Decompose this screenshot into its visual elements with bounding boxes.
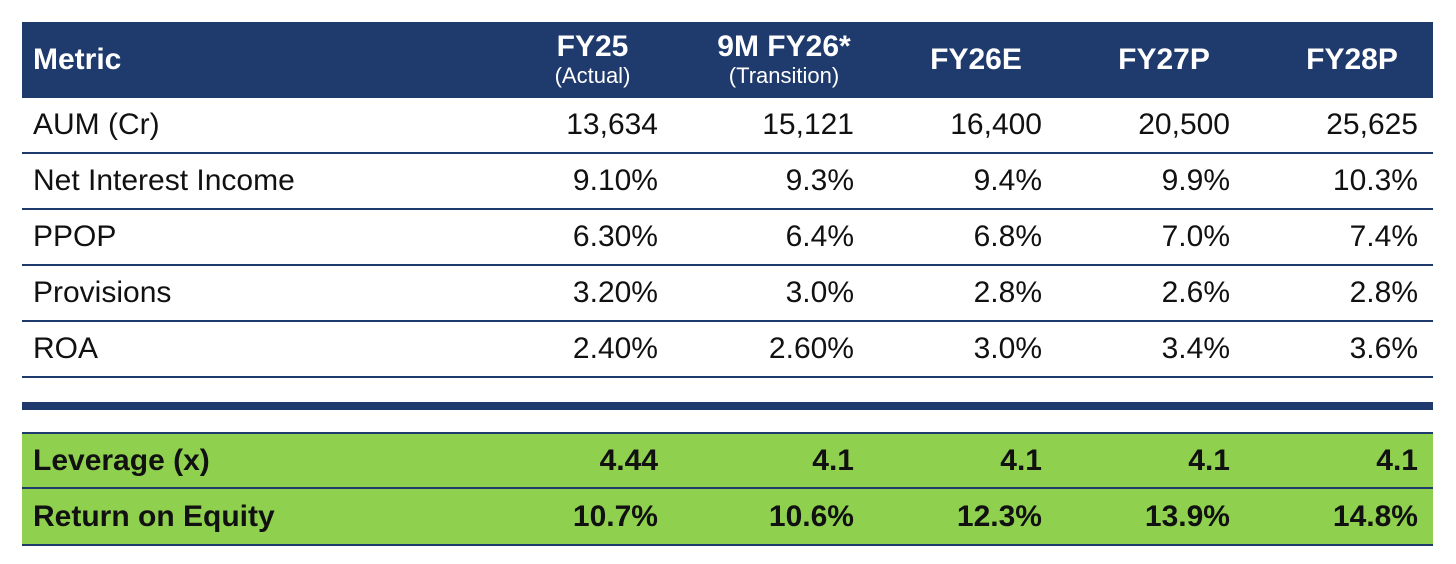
header-col-9mfy26: 9M FY26* (Transition) (658, 31, 854, 89)
financial-table: Metric FY25 (Actual) 9M FY26* (Transitio… (22, 22, 1433, 546)
cell: 7.4% (1349, 220, 1418, 253)
cell: 12.3% (956, 499, 1042, 533)
header-metric: Metric (33, 43, 122, 76)
cell: 9.9% (1161, 164, 1230, 197)
row-metric: Return on Equity (33, 499, 275, 533)
table-body: AUM (Cr) 13,634 15,121 16,400 20,500 25,… (22, 98, 1433, 378)
cell: 25,625 (1326, 108, 1418, 141)
cell: 2.8% (973, 276, 1042, 309)
cell: 2.60% (768, 332, 854, 365)
row-metric: Provisions (33, 276, 172, 309)
cell: 3.6% (1349, 332, 1418, 365)
table-row: PPOP 6.30% 6.4% 6.8% 7.0% 7.4% (22, 210, 1433, 266)
highlight-row: Leverage (x) 4.44 4.1 4.1 4.1 4.1 (22, 434, 1433, 489)
highlight-section: Leverage (x) 4.44 4.1 4.1 4.1 4.1 Return… (22, 432, 1433, 546)
header-col-label: FY25 (556, 30, 629, 63)
cell: 4.44 (599, 443, 658, 477)
header-col-fy28p: FY28P (1306, 43, 1398, 76)
row-metric: Net Interest Income (33, 164, 295, 197)
cell: 3.0% (785, 276, 854, 309)
cell: 4.1 (1188, 443, 1230, 477)
cell: 13.9% (1144, 499, 1230, 533)
header-col-sub: (Transition) (728, 63, 840, 88)
cell: 10.7% (572, 499, 658, 533)
table-header: Metric FY25 (Actual) 9M FY26* (Transitio… (22, 22, 1433, 98)
cell: 10.6% (768, 499, 854, 533)
table-row: AUM (Cr) 13,634 15,121 16,400 20,500 25,… (22, 98, 1433, 154)
cell: 4.1 (812, 443, 854, 477)
row-metric: AUM (Cr) (33, 108, 160, 141)
header-col-sub: (Actual) (554, 63, 631, 88)
table-row: Provisions 3.20% 3.0% 2.8% 2.6% 2.8% (22, 266, 1433, 322)
header-col-label: 9M FY26* (717, 30, 851, 63)
cell: 6.4% (785, 220, 854, 253)
cell: 14.8% (1332, 499, 1418, 533)
cell: 7.0% (1161, 220, 1230, 253)
cell: 13,634 (566, 108, 658, 141)
header-col-fy25: FY25 (Actual) (442, 31, 658, 89)
cell: 6.8% (973, 220, 1042, 253)
table-row: ROA 2.40% 2.60% 3.0% 3.4% 3.6% (22, 322, 1433, 378)
cell: 10.3% (1332, 164, 1418, 197)
cell: 3.0% (973, 332, 1042, 365)
row-metric: Leverage (x) (33, 443, 210, 477)
cell: 9.4% (973, 164, 1042, 197)
cell: 9.10% (572, 164, 658, 197)
section-divider (22, 402, 1433, 410)
cell: 2.6% (1161, 276, 1230, 309)
cell: 3.4% (1161, 332, 1230, 365)
table-row: Net Interest Income 9.10% 9.3% 9.4% 9.9%… (22, 154, 1433, 210)
header-col-fy27p: FY27P (1118, 43, 1210, 76)
highlight-row: Return on Equity 10.7% 10.6% 12.3% 13.9%… (22, 489, 1433, 544)
cell: 4.1 (1000, 443, 1042, 477)
cell: 2.40% (572, 332, 658, 365)
cell: 6.30% (572, 220, 658, 253)
row-metric: PPOP (33, 220, 117, 253)
cell: 3.20% (572, 276, 658, 309)
cell: 4.1 (1376, 443, 1418, 477)
header-col-fy26e: FY26E (930, 43, 1022, 76)
cell: 2.8% (1349, 276, 1418, 309)
cell: 20,500 (1138, 108, 1230, 141)
cell: 15,121 (762, 108, 854, 141)
cell: 9.3% (785, 164, 854, 197)
row-metric: ROA (33, 332, 99, 365)
cell: 16,400 (950, 108, 1042, 141)
